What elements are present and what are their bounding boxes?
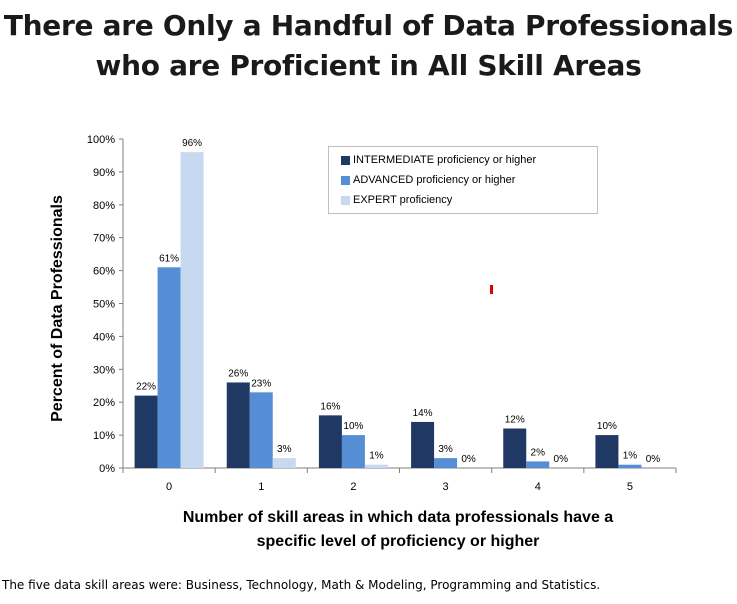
bar-intermediate-4 [503,428,527,468]
legend-label-expert: EXPERT proficiency [353,194,453,206]
bar-advanced-1 [249,392,273,468]
x-tick-label: 3 [443,481,449,493]
bar-advanced-2 [341,435,365,468]
bar-intermediate-1 [226,382,250,468]
data-label-intermediate-2: 16% [320,401,340,412]
data-label-advanced-2: 10% [343,421,363,432]
x-tick-label: 1 [258,481,264,493]
y-tick-label: 80% [93,200,115,212]
x-tick-label: 5 [627,481,633,493]
footnote: The five data skill areas were: Business… [2,578,601,592]
y-tick-label: 30% [93,364,115,376]
data-label-expert-4: 0% [554,454,569,465]
chart-title-line-2: who are Proficient in All Skill Areas [95,49,642,82]
bar-expert-1 [272,458,296,468]
bar-advanced-3 [434,458,458,468]
bar-intermediate-2 [318,415,342,468]
data-label-intermediate-4: 12% [505,415,525,426]
y-tick-label: 100% [87,134,115,146]
data-label-expert-3: 0% [461,454,476,465]
red-marker [490,285,493,294]
legend-item-intermediate: INTERMEDIATE proficiency or higher [341,152,536,168]
bar-intermediate-5 [595,435,619,468]
legend-swatch-expert [341,195,350,205]
legend-label-intermediate: INTERMEDIATE proficiency or higher [353,154,537,166]
data-label-advanced-5: 1% [623,451,638,462]
legend-item-expert: EXPERT proficiency [341,192,452,208]
x-tick-label: 2 [350,481,356,493]
legend-swatch-advanced [341,175,350,185]
y-axis-title: Percent of Data Professionals [49,195,66,422]
data-label-expert-0: 96% [182,138,202,149]
x-tick-label: 0 [166,481,172,493]
y-tick-label: 90% [93,167,115,179]
data-label-intermediate-5: 10% [597,421,617,432]
bar-intermediate-3 [411,421,435,468]
data-label-expert-2: 1% [369,451,384,462]
y-tick-label: 0% [99,463,115,475]
y-tick-label: 10% [93,430,115,442]
chart-legend: INTERMEDIATE proficiency or higher ADVAN… [328,146,598,214]
legend-label-advanced: ADVANCED proficiency or higher [353,174,516,186]
data-label-expert-5: 0% [646,454,661,465]
x-axis-title-line-1: Number of skill areas in which data prof… [183,509,613,526]
y-tick-label: 50% [93,299,115,311]
legend-item-advanced: ADVANCED proficiency or higher [341,172,515,188]
data-label-advanced-4: 2% [531,447,546,458]
data-label-intermediate-3: 14% [413,408,433,419]
data-label-advanced-0: 61% [159,253,179,264]
y-tick-label: 60% [93,266,115,278]
chart-title-line-1: There are Only a Handful of Data Profess… [3,9,734,42]
bar-intermediate-0 [134,395,158,468]
y-tick-label: 40% [93,331,115,343]
x-tick-label: 4 [535,481,541,493]
chart-title: There are Only a Handful of Data Profess… [0,6,737,86]
bar-advanced-4 [526,461,550,468]
data-label-advanced-3: 3% [438,444,453,455]
bar-advanced-5 [618,464,642,468]
data-label-expert-1: 3% [277,444,292,455]
data-label-intermediate-0: 22% [136,382,156,393]
data-label-advanced-1: 23% [251,378,271,389]
legend-swatch-intermediate [341,155,350,165]
bar-expert-2 [364,464,388,468]
bar-advanced-0 [157,267,181,468]
bar-expert-0 [180,152,204,468]
y-tick-label: 20% [93,397,115,409]
data-label-intermediate-1: 26% [228,368,248,379]
x-axis-title-line-2: specific level of proficiency or higher [257,533,540,550]
y-tick-label: 70% [93,233,115,245]
